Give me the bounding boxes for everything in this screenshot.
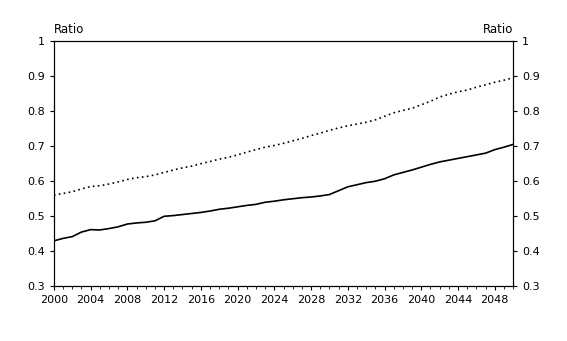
Text: Ratio: Ratio — [483, 23, 513, 36]
workers — [188, 211, 195, 216]
all — [381, 114, 388, 118]
Line: workers: workers — [54, 144, 513, 241]
all — [197, 162, 204, 166]
all — [354, 122, 361, 126]
workers — [197, 210, 204, 214]
workers — [501, 145, 507, 149]
workers — [510, 142, 517, 146]
workers — [151, 219, 158, 223]
Text: Ratio: Ratio — [54, 23, 84, 36]
workers — [381, 177, 388, 181]
all — [50, 193, 57, 197]
workers — [354, 183, 361, 187]
all — [510, 76, 517, 80]
Line: all: all — [54, 78, 513, 195]
all — [188, 164, 195, 168]
all — [151, 173, 158, 177]
workers — [50, 239, 57, 243]
all — [501, 78, 507, 82]
